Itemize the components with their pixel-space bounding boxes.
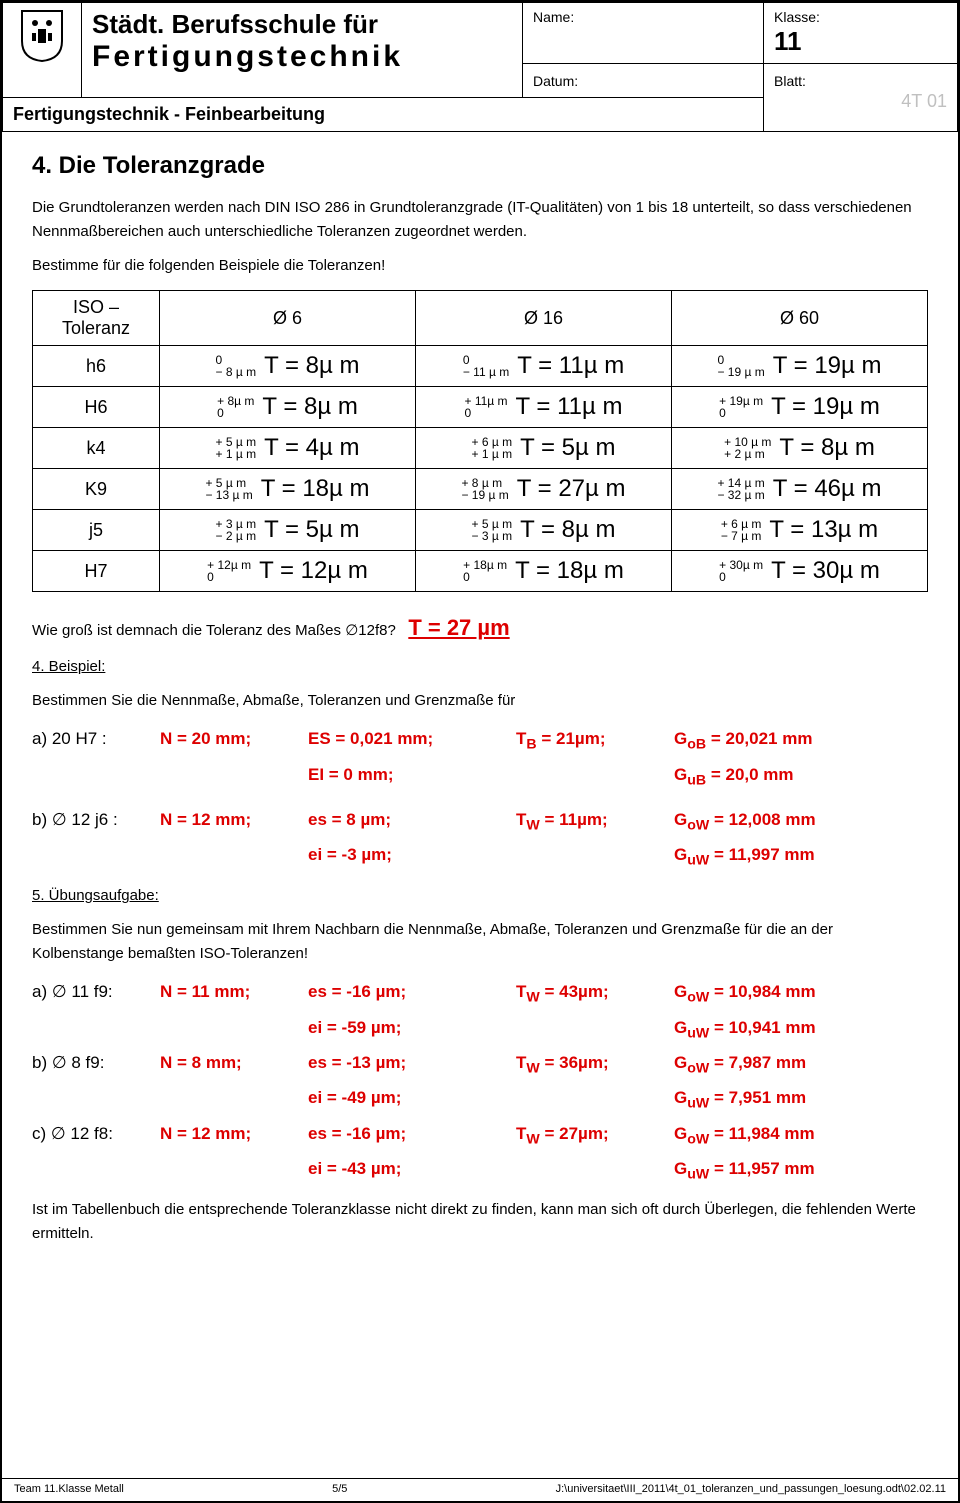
b-GuW: GuW = 11,997 mm: [674, 839, 874, 874]
table-row: K9+ 5 µ m− 13 µ mT = 18µ m+ 8 µ m− 19 µ …: [33, 469, 928, 510]
tolerance-cell: + 3 µ m− 2 µ mT = 5µ m: [160, 510, 416, 551]
tolerance-cell: + 19µ m0T = 19µ m: [672, 387, 928, 428]
footer-right: J:\universitaet\III_2011\4t_01_toleranze…: [556, 1483, 946, 1495]
tolerance-cell: + 6 µ m− 7 µ mT = 13µ m: [672, 510, 928, 551]
row-label: H6: [33, 387, 160, 428]
blatt-cell: Blatt: 4T 01: [764, 64, 958, 132]
tolerance-cell: + 8µ m0T = 8µ m: [160, 387, 416, 428]
answer-row: a) ∅ 11 f9:N = 11 mm;es = -16 µm;TW = 43…: [32, 976, 928, 1011]
question-1: Wie groß ist demnach die Toleranz des Ma…: [32, 610, 928, 645]
row-label: k4: [33, 428, 160, 469]
tolerance-cell: + 11µ m0T = 11µ m: [416, 387, 672, 428]
table-row: H7+ 12µ m0T = 12µ m+ 18µ m0T = 18µ m+ 30…: [33, 551, 928, 592]
tolerance-cell: 0− 19 µ mT = 19µ m: [672, 346, 928, 387]
section-title: 4. Die Toleranzgrade: [32, 152, 928, 180]
th-iso: ISO – Toleranz: [33, 291, 160, 346]
row-label: h6: [33, 346, 160, 387]
tolerance-cell: + 5 µ m+ 1 µ mT = 4µ m: [160, 428, 416, 469]
school-title-cell: Städt. Berufsschule für Fertigungstechni…: [82, 3, 523, 98]
row-label: K9: [33, 469, 160, 510]
tolerance-cell: + 30µ m0T = 30µ m: [672, 551, 928, 592]
blatt-label: Blatt:: [774, 73, 806, 89]
page-footer: Team 11.Klasse Metall 5/5 J:\universitae…: [2, 1478, 958, 1495]
page-frame: Städt. Berufsschule für Fertigungstechni…: [0, 0, 960, 1503]
exercise5-text: Bestimmen Sie nun gemeinsam mit Ihrem Na…: [32, 918, 928, 966]
answer-row: ei = -59 µm;GuW = 10,941 mm: [32, 1012, 928, 1047]
answer-row: ei = -43 µm;GuW = 11,957 mm: [32, 1153, 928, 1188]
tolerance-table: ISO – Toleranz Ø 6 Ø 16 Ø 60 h60− 8 µ mT…: [32, 290, 928, 592]
a-GuB: GuB = 20,0 mm: [674, 759, 874, 794]
answers-block-1: a) 20 H7 : N = 20 mm; ES = 0,021 mm; TB …: [32, 723, 928, 874]
subtitle-cell: Fertigungstechnik - Feinbearbeitung: [3, 98, 764, 132]
answer-row: c) ∅ 12 f8:N = 12 mm;es = -16 µm;TW = 27…: [32, 1118, 928, 1153]
klasse-cell: Klasse: 11: [764, 3, 958, 64]
a-GoB: GoB = 20,021 mm: [674, 723, 874, 758]
closing-text: Ist im Tabellenbuch die entsprechende To…: [32, 1198, 928, 1246]
b-T: TW = 11µm;: [516, 804, 656, 839]
intro-text-1: Die Grundtoleranzen werden nach DIN ISO …: [32, 196, 928, 244]
tolerance-cell: + 14 µ m− 32 µ mT = 46µ m: [672, 469, 928, 510]
school-line2: Fertigungstechnik: [92, 40, 512, 74]
tolerance-cell: + 6 µ m+ 1 µ mT = 5µ m: [416, 428, 672, 469]
example4-text: Bestimmen Sie die Nennmaße, Abmaße, Tole…: [32, 689, 928, 713]
tolerance-cell: 0− 8 µ mT = 8µ m: [160, 346, 416, 387]
answer-row: ei = -49 µm;GuW = 7,951 mm: [32, 1082, 928, 1117]
b-es: es = 8 µm;: [308, 804, 498, 839]
table-row: H6+ 8µ m0T = 8µ m+ 11µ m0T = 11µ m+ 19µ …: [33, 387, 928, 428]
footer-left: Team 11.Klasse Metall: [14, 1483, 124, 1495]
b-GoW: GoW = 12,008 mm: [674, 804, 874, 839]
header-table: Städt. Berufsschule für Fertigungstechni…: [2, 2, 958, 132]
th-d16: Ø 16: [416, 291, 672, 346]
example4-label: 4. Beispiel:: [32, 658, 105, 675]
table-row: h60− 8 µ mT = 8µ m0− 11 µ mT = 11µ m0− 1…: [33, 346, 928, 387]
name-cell: Name:: [523, 3, 764, 64]
school-line1: Städt. Berufsschule für: [92, 9, 512, 40]
a-T: TB = 21µm;: [516, 723, 656, 758]
b-label: b) ∅ 12 j6 :: [32, 804, 142, 839]
datum-cell: Datum:: [523, 64, 764, 98]
tolerance-cell: + 8 µ m− 19 µ mT = 27µ m: [416, 469, 672, 510]
tolerance-cell: + 18µ m0T = 18µ m: [416, 551, 672, 592]
content-area: 4. Die Toleranzgrade Die Grundtoleranzen…: [2, 132, 958, 1276]
klasse-label: Klasse:: [774, 9, 820, 25]
logo-cell: [3, 3, 82, 98]
tolerance-cell: + 10 µ m+ 2 µ mT = 8µ m: [672, 428, 928, 469]
row-label: j5: [33, 510, 160, 551]
datum-label: Datum:: [533, 73, 578, 89]
blatt-code: 4T 01: [774, 91, 947, 112]
name-label: Name:: [533, 9, 574, 25]
school-crest-icon: [20, 9, 64, 63]
th-d60: Ø 60: [672, 291, 928, 346]
table-row: j5+ 3 µ m− 2 µ mT = 5µ m+ 5 µ m− 3 µ mT …: [33, 510, 928, 551]
a-EI: EI = 0 mm;: [308, 759, 498, 794]
klasse-value: 11: [774, 26, 802, 56]
answer-row: b) ∅ 8 f9:N = 8 mm;es = -13 µm;TW = 36µm…: [32, 1047, 928, 1082]
a-label: a) 20 H7 :: [32, 723, 142, 758]
b-ei: ei = -3 µm;: [308, 839, 498, 874]
tolerance-cell: 0− 11 µ mT = 11µ m: [416, 346, 672, 387]
table-row: k4+ 5 µ m+ 1 µ mT = 4µ m+ 6 µ m+ 1 µ mT …: [33, 428, 928, 469]
tolerance-cell: + 5 µ m− 3 µ mT = 8µ m: [416, 510, 672, 551]
row-label: H7: [33, 551, 160, 592]
q1-text: Wie groß ist demnach die Toleranz des Ma…: [32, 622, 396, 639]
footer-center: 5/5: [332, 1483, 347, 1495]
tolerance-cell: + 5 µ m− 13 µ mT = 18µ m: [160, 469, 416, 510]
a-ES: ES = 0,021 mm;: [308, 723, 498, 758]
b-N: N = 12 mm;: [160, 804, 290, 839]
exercise5-label: 5. Übungsaufgabe:: [32, 887, 159, 904]
intro-text-2: Bestimme für die folgenden Beispiele die…: [32, 254, 928, 278]
th-d6: Ø 6: [160, 291, 416, 346]
a-N: N = 20 mm;: [160, 723, 290, 758]
tolerance-cell: + 12µ m0T = 12µ m: [160, 551, 416, 592]
q1-answer: T = 27 µm: [408, 615, 509, 640]
answers-block-2: a) ∅ 11 f9:N = 11 mm;es = -16 µm;TW = 43…: [32, 976, 928, 1188]
